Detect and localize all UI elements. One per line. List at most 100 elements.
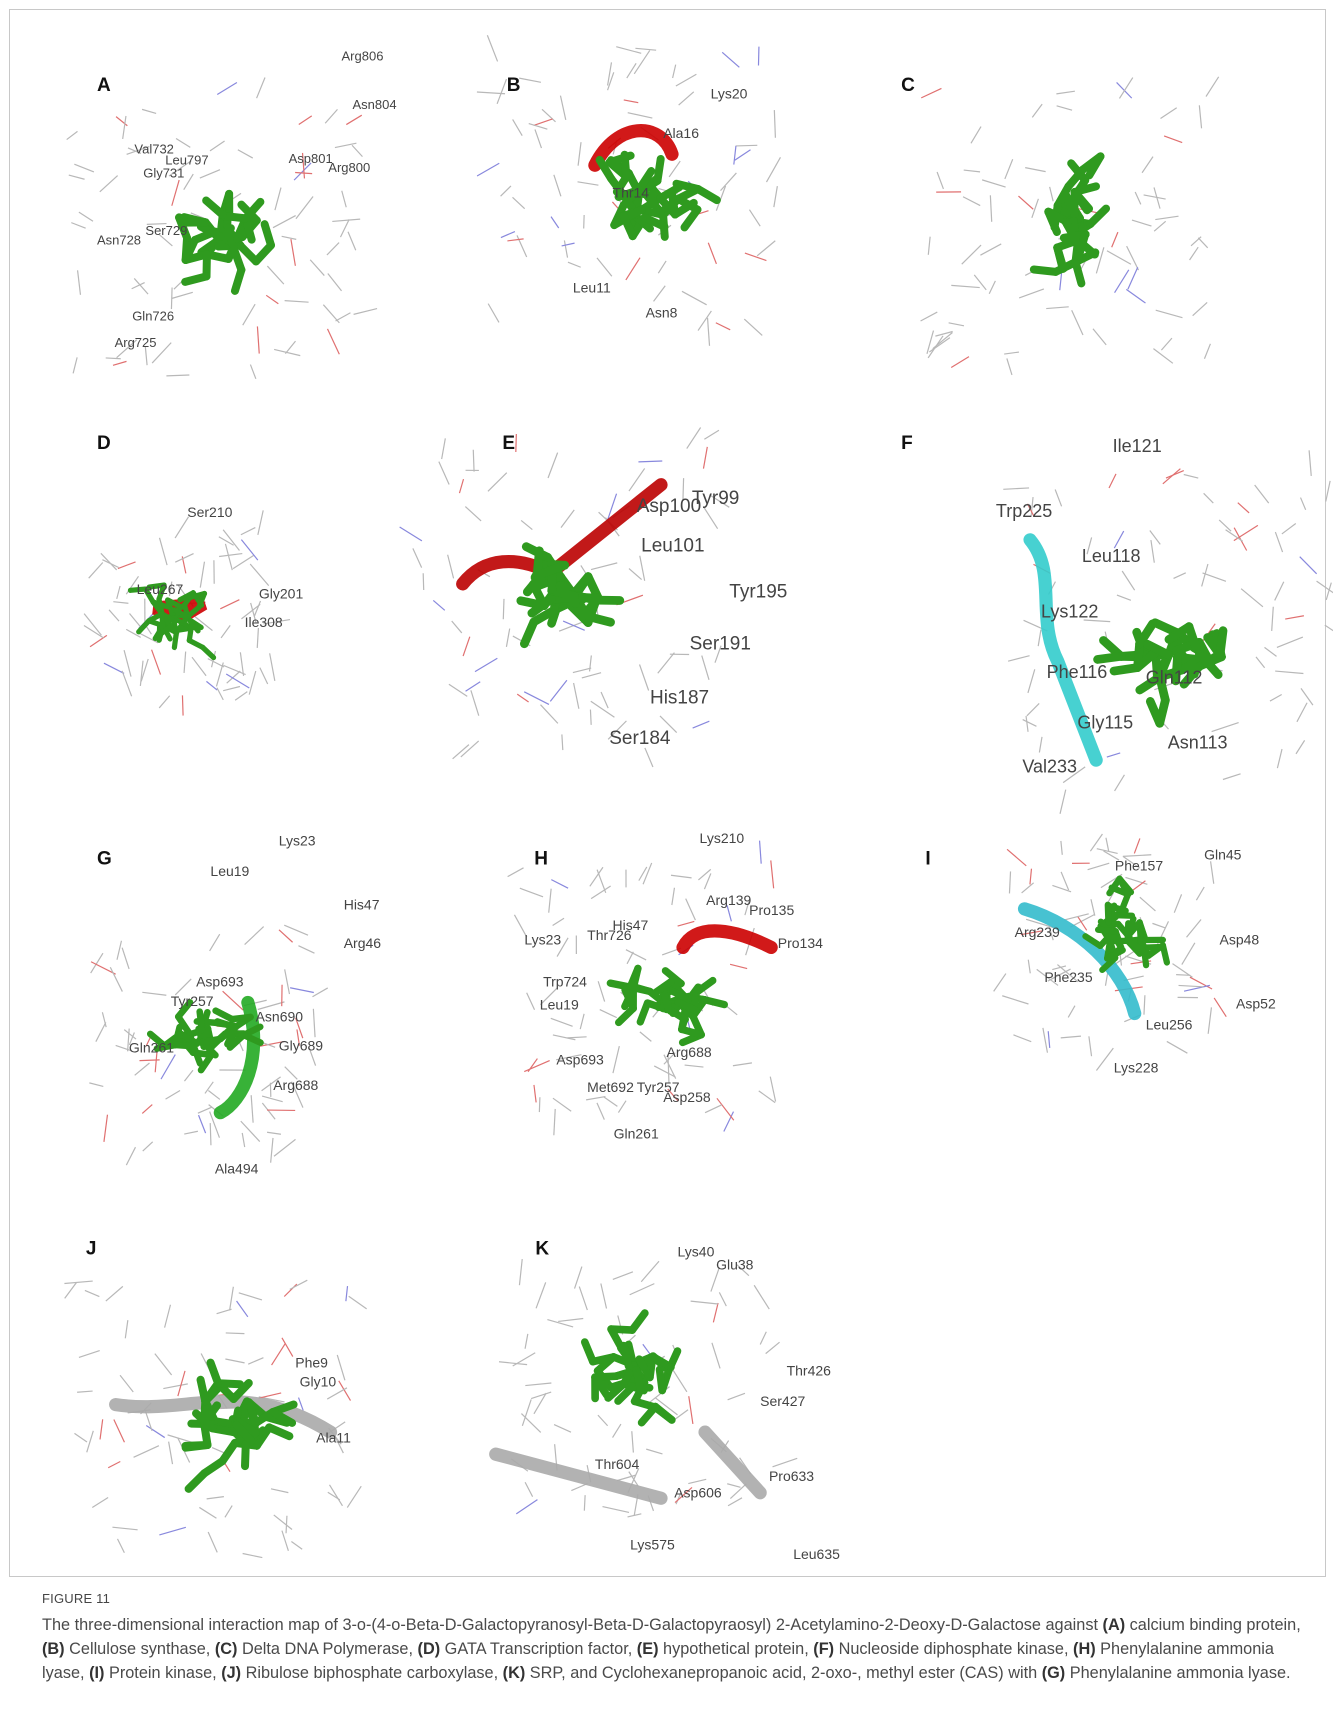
residue-wire (327, 243, 339, 255)
residue-wire (521, 520, 532, 529)
panel: IPhe157Gln45Arg239Asp48Phe235Asp52Leu256… (925, 834, 1276, 1075)
residue-wire (921, 88, 941, 97)
residue-wire (1212, 723, 1239, 732)
residue-wire (208, 659, 224, 667)
residue-wire (686, 899, 696, 921)
residue-wire (1199, 105, 1201, 128)
residue-wire (771, 860, 774, 888)
residue-wire (266, 295, 278, 303)
residue-wire (597, 258, 612, 276)
residue-wire (237, 1301, 248, 1317)
residue-wire (339, 1381, 351, 1401)
residue-wire (1123, 855, 1151, 857)
residue-wire (1296, 740, 1305, 753)
residue-wire (727, 1484, 740, 1488)
residue-wire (613, 1424, 621, 1437)
residue-wire (336, 313, 351, 321)
residue-wire (539, 1097, 540, 1112)
residue-wire (745, 253, 767, 260)
panel-reference: (I) (89, 1664, 104, 1682)
ligand-stick (1150, 701, 1159, 723)
residue-wire (513, 197, 525, 208)
residue-label: His187 (650, 687, 709, 708)
residue-wire (262, 1103, 275, 1119)
residue-wire (87, 1431, 94, 1452)
figure-panels: AArg806Asn804Val732Leu797Gly731Asp801Arg… (0, 0, 1333, 1580)
residue-label: Tyr257 (171, 993, 214, 1009)
panel-reference: (D) (418, 1640, 441, 1658)
residue-wire (1161, 108, 1177, 119)
residue-label: Asp693 (196, 973, 244, 989)
residue-wire (176, 138, 190, 147)
residue-wire (250, 365, 255, 379)
residue-wire (553, 918, 564, 925)
residue-wire (110, 967, 122, 991)
residue-label: Ser184 (609, 728, 671, 749)
residue-wire (578, 142, 581, 165)
residue-wire (155, 1354, 172, 1375)
residue-wire (730, 1484, 746, 1499)
ligand-stick (269, 1427, 289, 1436)
residue-wire (501, 186, 511, 196)
ligand-stick (201, 1380, 206, 1402)
residue-wire (487, 35, 497, 61)
panel-letter: D (97, 433, 111, 454)
residue-wire (473, 450, 474, 472)
residue-wire (676, 74, 696, 86)
residue-wire (1030, 869, 1032, 885)
residue-wire (531, 1392, 551, 1398)
residue-wire (1060, 790, 1066, 814)
residue-wire (143, 1142, 153, 1151)
residue-wire (568, 262, 581, 267)
residue-wire (1223, 774, 1241, 780)
residue-wire (567, 1037, 586, 1038)
residue-wire (184, 1131, 198, 1134)
residue-label: Lys210 (700, 830, 745, 846)
residue-wire (554, 175, 561, 196)
panel-letter: K (535, 1238, 549, 1259)
residue-wire (459, 479, 463, 493)
residue-wire (963, 197, 980, 206)
residue-wire (1090, 834, 1102, 851)
residue-wire (1028, 960, 1030, 974)
residue-wire (590, 710, 591, 725)
residue-wire (597, 870, 606, 893)
residue-wire (238, 150, 253, 158)
residue-wire (298, 946, 314, 953)
residue-label: Ala494 (215, 1161, 259, 1177)
residue-wire (1255, 485, 1269, 503)
panel: FIle121Trp225Leu118Lys122Phe116Gly115Gln… (901, 433, 1333, 814)
residue-wire (949, 323, 964, 326)
residue-wire (584, 1495, 585, 1511)
residue-wire (1122, 571, 1134, 590)
residue-wire (64, 1281, 92, 1283)
residue-label: Lys20 (711, 85, 748, 101)
residue-label: Phe116 (1047, 662, 1108, 682)
residue-wire (558, 1318, 583, 1321)
residue-wire (708, 318, 710, 346)
residue-wire (630, 1284, 655, 1295)
residue-wire (272, 1344, 286, 1365)
residue-wire (688, 1479, 706, 1483)
residue-wire (713, 1303, 718, 1322)
ligand-stick (657, 159, 660, 181)
residue-wire (146, 1425, 164, 1437)
residue-label: Gln112 (1146, 667, 1203, 687)
residue-wire (142, 1105, 152, 1114)
residue-wire (1301, 498, 1306, 510)
residue-wire (1193, 302, 1208, 315)
caption-text: calcium binding protein, (1125, 1616, 1301, 1634)
residue-wire (770, 1077, 775, 1102)
residue-wire (1226, 530, 1243, 541)
ligand-stick (206, 201, 223, 215)
residue-wire (640, 1032, 651, 1041)
residue-wire (1091, 899, 1095, 915)
residue-label: Leu101 (641, 535, 704, 556)
residue-wire (562, 243, 575, 246)
residue-wire (223, 991, 244, 1010)
residue-label: Gly10 (300, 1373, 337, 1389)
residue-wire (524, 1061, 549, 1072)
residue-wire (773, 1458, 798, 1466)
residue-wire (1038, 630, 1041, 647)
residue-wire (1096, 1048, 1113, 1070)
